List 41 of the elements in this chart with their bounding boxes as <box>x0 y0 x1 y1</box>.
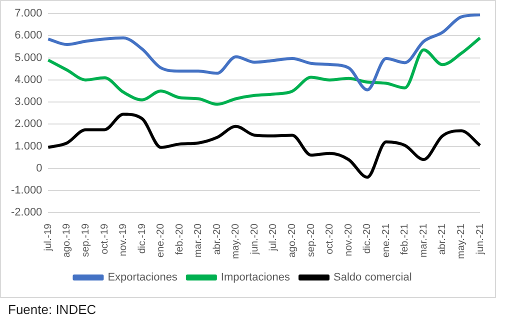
x-tick-label: may.-20 <box>230 223 242 260</box>
x-tick-label: may.-21 <box>456 223 467 260</box>
x-tick-label: ene.-20 <box>156 223 167 258</box>
source-note: Fuente: INDEC <box>8 302 96 317</box>
x-tick-label: abr.-20 <box>212 223 223 255</box>
x-tick-label: oct.-19 <box>99 223 110 254</box>
y-tick-label: 7.000 <box>14 8 42 20</box>
x-tick-label: ago.-20 <box>287 223 298 258</box>
x-tick-label: ago.-19 <box>62 223 73 258</box>
line-series <box>46 36 482 106</box>
x-tick-label: sep.-19 <box>80 223 92 257</box>
y-tick-label: 1.000 <box>14 140 42 152</box>
x-tick-label: jun.-21 <box>474 223 486 256</box>
x-tick-label: oct.-20 <box>324 223 336 254</box>
x-tick-label: jul.-19 <box>42 223 54 252</box>
x-tick-label: mar.-20 <box>193 223 204 258</box>
x-tick-label: dic.-19 <box>136 223 148 254</box>
y-tick-label: 4.000 <box>14 74 42 86</box>
x-tick-label: feb.-21 <box>400 223 411 255</box>
line-series <box>46 14 482 92</box>
x-tick-label: mar.-21 <box>418 223 430 258</box>
x-tick-label: sep.-20 <box>306 223 317 257</box>
y-tick-label: 6.000 <box>14 30 42 42</box>
y-tick-label: 3.000 <box>14 96 42 108</box>
x-tick-label: jul.-20 <box>268 223 280 252</box>
x-tick-label: nov.-20 <box>343 223 354 256</box>
legend-label: Saldo comercial <box>334 272 412 284</box>
y-tick-label: -2.000 <box>10 206 42 219</box>
y-tick-label: 0 <box>36 162 42 174</box>
x-tick-label: nov.-19 <box>118 223 130 256</box>
y-tick-label: 5.000 <box>14 52 42 64</box>
x-tick-label: feb.-20 <box>174 223 186 255</box>
y-tick-label: -1.000 <box>10 184 42 197</box>
legend-label: Exportaciones <box>108 272 178 284</box>
x-tick-label: dic.-20 <box>362 223 374 254</box>
x-tick-label: abr.-21 <box>437 223 448 255</box>
y-tick-label: 2.000 <box>14 118 42 130</box>
legend-label: Importaciones <box>220 272 291 284</box>
x-tick-label: jun.-20 <box>249 223 260 256</box>
x-tick-label: ene.-21 <box>380 223 392 258</box>
line-series <box>46 112 482 179</box>
